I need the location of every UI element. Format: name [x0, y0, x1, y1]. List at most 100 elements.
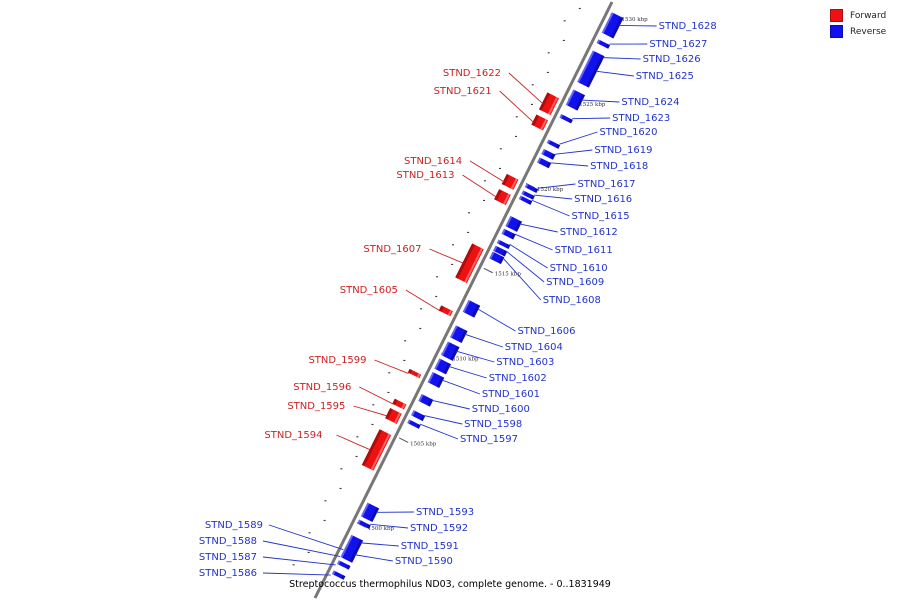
gene-feature[interactable]	[577, 54, 603, 88]
track-dot	[387, 391, 390, 393]
gene-label-reverse: STND_1619	[594, 145, 652, 156]
gene-feature[interactable]	[418, 394, 434, 407]
gene-body	[565, 89, 586, 111]
gene-feature[interactable]	[494, 189, 511, 206]
gene-feature[interactable]	[385, 408, 402, 424]
gene-feature[interactable]	[537, 157, 552, 169]
gene-shade	[546, 161, 552, 169]
gene-highlight	[411, 410, 416, 417]
gene-label-reverse: STND_1617	[577, 179, 635, 190]
gene-shade	[530, 194, 535, 200]
gene-highlight	[489, 251, 495, 260]
track-dot	[372, 404, 375, 406]
track-dot	[308, 532, 311, 534]
gene-body	[385, 408, 402, 424]
gene-feature[interactable]	[337, 560, 351, 570]
gene-feature[interactable]	[331, 570, 346, 580]
gene-feature[interactable]	[541, 148, 556, 160]
gene-feature[interactable]	[407, 419, 421, 429]
gene-feature[interactable]	[455, 243, 484, 284]
gene-leader-line	[559, 131, 598, 145]
gene-leader-line	[441, 379, 481, 395]
gene-feature[interactable]	[340, 546, 358, 563]
gene-feature[interactable]	[531, 114, 549, 131]
genome-backbone	[313, 1, 614, 599]
gene-feature[interactable]	[434, 358, 452, 375]
gene-feature[interactable]	[346, 534, 364, 551]
gene-feature[interactable]	[441, 341, 460, 361]
gene-highlight	[407, 419, 411, 424]
gene-feature[interactable]	[357, 519, 371, 529]
gene-label-forward: STND_1599	[308, 355, 366, 366]
gene-shade	[501, 173, 510, 186]
gene-label-reverse: STND_1606	[517, 326, 575, 337]
gene-feature[interactable]	[496, 239, 511, 249]
gene-label-reverse: STND_1623	[612, 113, 670, 124]
track-dot	[515, 116, 518, 118]
gene-highlight	[394, 412, 401, 424]
track-dot	[546, 71, 549, 73]
gene-highlight	[493, 245, 498, 252]
gene-leader-line	[464, 333, 503, 348]
gene-feature[interactable]	[596, 39, 611, 49]
track-dot	[388, 372, 391, 374]
gene-feature[interactable]	[501, 228, 516, 240]
gene-feature[interactable]	[438, 305, 453, 317]
gene-label-reverse: STND_1591	[401, 541, 459, 552]
gene-highlight	[416, 373, 421, 378]
gene-feature[interactable]	[524, 183, 539, 193]
gene-highlight	[447, 309, 453, 316]
gene-leader-line	[456, 350, 495, 363]
gene-feature[interactable]	[521, 190, 535, 200]
gene-feature[interactable]	[427, 372, 445, 388]
gene-feature[interactable]	[360, 502, 380, 523]
gene-body	[537, 157, 552, 169]
gene-feature[interactable]	[361, 429, 392, 471]
gene-feature[interactable]	[411, 410, 426, 422]
gene-feature[interactable]	[601, 12, 624, 39]
gene-leader-line	[502, 257, 542, 301]
gene-highlight	[434, 358, 442, 370]
track-dot	[419, 327, 422, 329]
gene-feature[interactable]	[546, 139, 561, 149]
gene-label-reverse: STND_1586	[199, 568, 257, 579]
gene-label-reverse: STND_1588	[199, 536, 257, 547]
gene-label-forward: STND_1595	[287, 401, 345, 412]
gene-highlight	[346, 534, 354, 546]
gene-feature[interactable]	[501, 173, 519, 190]
gene-highlight	[537, 157, 542, 164]
gene-highlight	[510, 178, 518, 190]
gene-body	[596, 39, 611, 49]
gene-highlight	[505, 215, 513, 227]
gene-label-forward: STND_1596	[293, 382, 351, 393]
gene-label-reverse: STND_1611	[555, 245, 613, 256]
gene-feature[interactable]	[407, 368, 422, 379]
gene-shade	[366, 523, 371, 529]
gene-label-reverse: STND_1590	[395, 556, 453, 567]
gene-feature[interactable]	[559, 114, 573, 124]
gene-body	[538, 92, 560, 116]
gene-body	[361, 429, 392, 471]
gene-feature[interactable]	[538, 92, 560, 116]
gene-feature[interactable]	[505, 215, 523, 232]
track-dot	[483, 199, 486, 201]
gene-label-reverse: STND_1608	[543, 295, 601, 306]
gene-label-reverse: STND_1626	[643, 54, 701, 65]
gene-label-reverse: STND_1589	[205, 520, 263, 531]
gene-label-forward: STND_1621	[434, 86, 492, 97]
track-dot	[452, 244, 455, 246]
gene-feature[interactable]	[462, 299, 481, 318]
gene-feature[interactable]	[449, 325, 468, 344]
gene-feature[interactable]	[392, 398, 407, 410]
legend-label-forward: Forward	[850, 10, 887, 21]
gene-feature[interactable]	[518, 195, 533, 205]
gene-body	[346, 534, 364, 551]
gene-feature[interactable]	[565, 89, 586, 111]
gene-leader-line	[359, 386, 394, 405]
gene-body	[455, 243, 484, 284]
gene-highlight	[427, 372, 435, 384]
gene-body	[438, 305, 453, 317]
gene-shade	[568, 118, 573, 124]
gene-feature[interactable]	[493, 245, 508, 257]
